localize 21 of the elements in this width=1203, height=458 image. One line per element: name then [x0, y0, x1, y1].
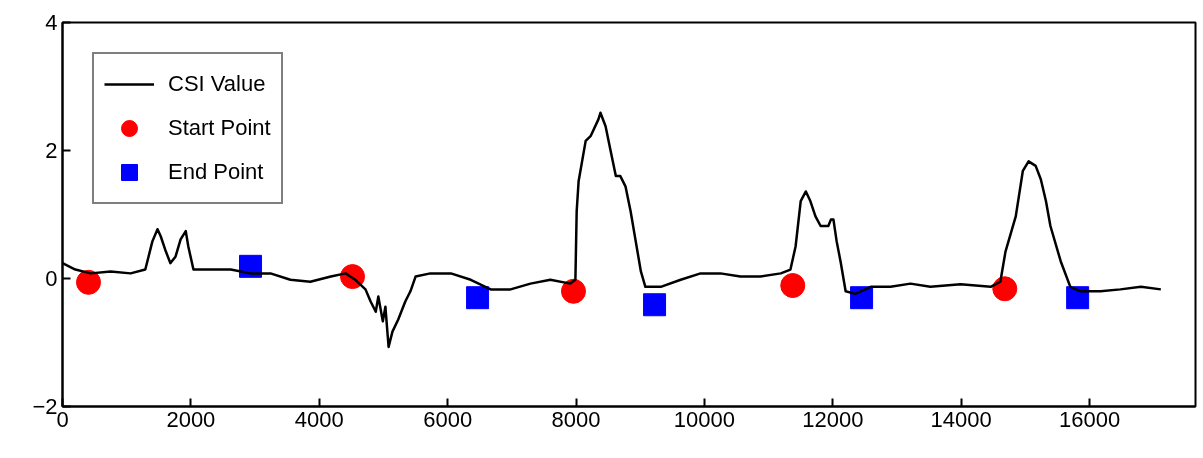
x-tick-label: 6000 — [423, 406, 473, 432]
y-tick-label: 4 — [45, 10, 58, 35]
point — [643, 293, 667, 317]
point — [76, 269, 101, 295]
y-tick-label: 2 — [45, 138, 58, 163]
y-tick-label: −2 — [32, 394, 58, 419]
legend-label: Start Point — [168, 114, 271, 142]
point — [992, 276, 1018, 302]
x-tick-label: 12000 — [802, 406, 864, 432]
x-tick-label: 16000 — [1058, 406, 1121, 432]
legend-label: End Point — [168, 158, 264, 186]
point — [466, 286, 490, 310]
legend-label: CSI Value — [168, 70, 266, 98]
x-tick-label: 2000 — [166, 406, 216, 432]
x-tick-label: 8000 — [551, 406, 601, 432]
y-tick-label: 0 — [45, 266, 58, 291]
x-tick-label: 14000 — [930, 406, 992, 432]
point — [560, 278, 586, 304]
x-tick-label: 10000 — [673, 406, 736, 432]
x-tick-label: 4000 — [294, 406, 344, 432]
point — [780, 273, 806, 299]
